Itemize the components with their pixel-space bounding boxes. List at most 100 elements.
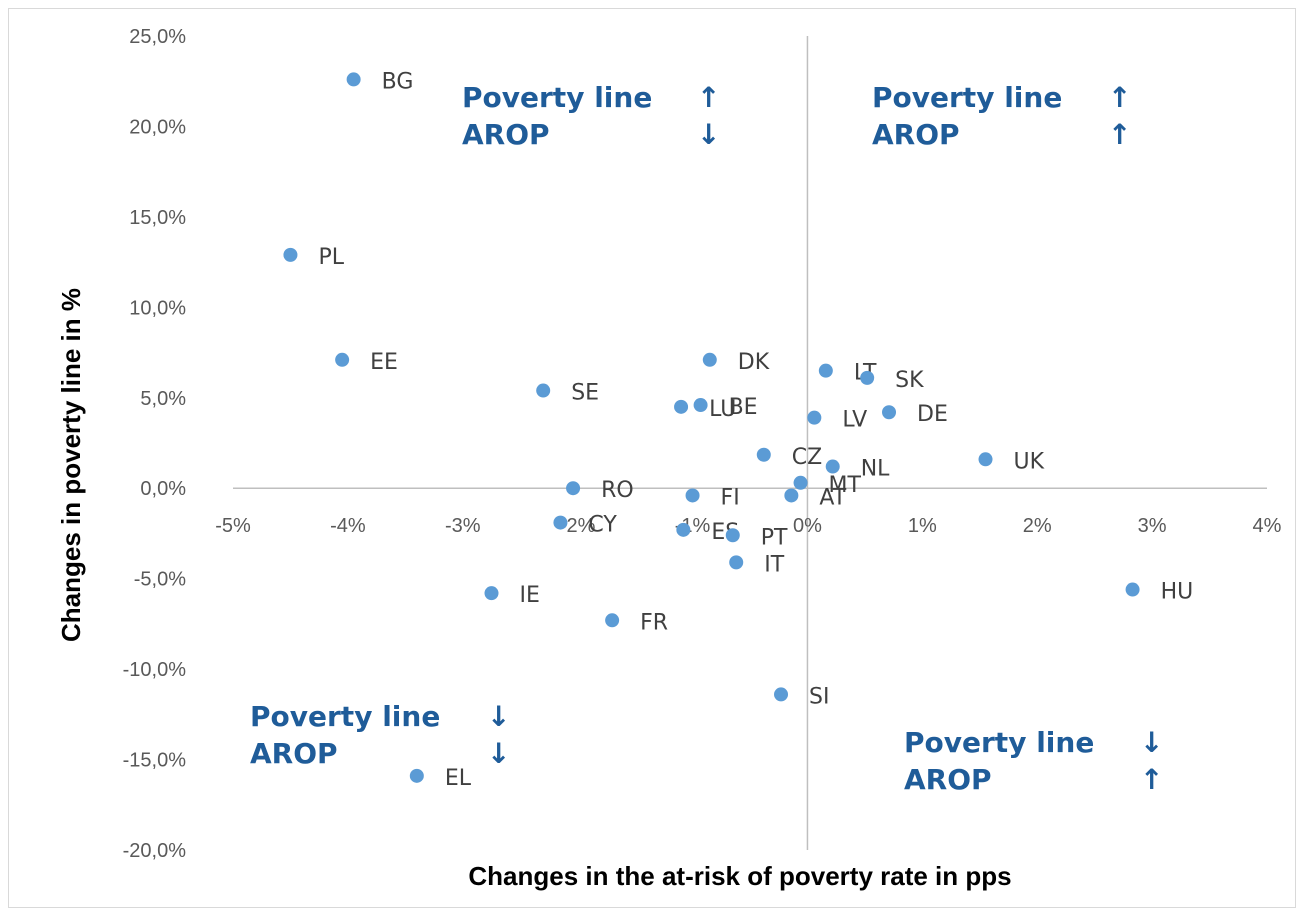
data-point-label: DK (738, 350, 770, 375)
data-point-sk: SK (860, 368, 924, 393)
data-point-label: IE (520, 583, 540, 608)
quadrant-top-left-line2: AROP (462, 118, 550, 151)
quadrant-top-left-arrow1: ↑ (697, 81, 720, 114)
data-point-nl: NL (825, 457, 890, 482)
x-tick-label: -4% (330, 515, 366, 537)
data-point-marker (860, 370, 875, 385)
data-point-marker (335, 352, 350, 367)
quadrant-label-top-right: Poverty line ↑ AROP ↑ (872, 81, 1131, 151)
data-point-cz: CZ (756, 445, 822, 470)
data-point-marker (674, 399, 689, 414)
quadrant-top-left-arrow2: ↓ (697, 118, 720, 151)
x-tick-label: -3% (445, 515, 481, 537)
data-point-fi: FI (685, 485, 740, 510)
quadrant-label-bottom-right: Poverty line ↓ AROP ↑ (904, 726, 1163, 796)
data-point-marker (536, 383, 551, 398)
y-tick-label: 0,0% (140, 478, 186, 500)
quadrant-top-right-arrow1: ↑ (1108, 81, 1131, 114)
y-axis-title: Changes in poverty line in % (56, 288, 86, 642)
data-point-marker (774, 687, 789, 702)
data-point-ie: IE (484, 583, 540, 608)
quadrant-top-left-line1: Poverty line (462, 81, 652, 114)
data-point-label: PT (761, 525, 788, 550)
quadrant-bottom-right-arrow1: ↓ (1140, 726, 1163, 759)
data-point-label: NL (861, 457, 890, 482)
data-point-marker (346, 72, 361, 87)
data-point-marker (729, 555, 744, 570)
data-point-label: SI (809, 684, 829, 709)
data-point-marker (409, 768, 424, 783)
data-point-ee: EE (335, 350, 398, 375)
data-point-label: MT (829, 473, 862, 498)
data-point-label: RO (601, 478, 634, 503)
data-point-at: AT (784, 485, 847, 510)
data-point-marker (818, 363, 833, 378)
data-point-label: SK (895, 368, 924, 393)
axes (233, 36, 1267, 850)
data-point-el: EL (409, 766, 472, 791)
y-tick-label: -5,0% (134, 569, 186, 591)
data-point-lv: LV (807, 408, 867, 433)
data-point-marker (978, 452, 993, 467)
data-point-label: FI (721, 485, 740, 510)
data-point-label: EL (445, 766, 472, 791)
quadrant-bottom-right-arrow2: ↑ (1140, 763, 1163, 796)
data-point-label: BG (382, 69, 414, 94)
data-point-marker (756, 447, 771, 462)
data-point-marker (882, 405, 897, 420)
data-point-pt: PT (725, 525, 788, 550)
x-axis-title: Changes in the at-risk of poverty rate i… (468, 861, 1011, 891)
x-tick-labels: -5% -4% -3% -2% -1% 0% 1% 2% 3% 4% (215, 515, 1281, 537)
quadrant-bottom-left-arrow2: ↓ (487, 737, 510, 770)
data-point-label: LU (709, 397, 736, 422)
x-tick-label: 2% (1023, 515, 1052, 537)
data-point-pl: PL (283, 245, 345, 270)
data-point-lu: LU (674, 397, 736, 422)
data-point-label: IT (764, 552, 784, 577)
data-point-label: HU (1161, 580, 1194, 605)
y-tick-label: 5,0% (140, 388, 186, 410)
data-point-marker (784, 488, 799, 503)
x-tick-label: 1% (908, 515, 937, 537)
data-point-marker (283, 247, 298, 262)
data-point-mt: MT (793, 473, 862, 498)
data-point-it: IT (729, 552, 785, 577)
y-tick-label: -10,0% (123, 659, 187, 681)
quadrant-bottom-right-line1: Poverty line (904, 726, 1094, 759)
data-point-label: UK (1014, 449, 1045, 474)
data-points: BGPLEESEDKLUBELTSKLVDECZNLUKMTATROFICYES… (283, 69, 1194, 791)
data-point-be: BE (693, 395, 758, 420)
quadrant-bottom-right-line2: AROP (904, 763, 992, 796)
data-point-label: CY (588, 513, 617, 538)
quadrant-label-top-left: Poverty line ↑ AROP ↓ (462, 81, 720, 151)
data-point-label: FR (640, 610, 668, 635)
data-point-marker (685, 488, 700, 503)
data-point-fr: FR (605, 610, 668, 635)
data-point-cy: CY (553, 513, 617, 538)
y-tick-labels: 25,0% 20,0% 15,0% 10,0% 5,0% 0,0% -5,0% -10,0% -… (123, 26, 187, 862)
data-point-label: LV (842, 408, 867, 433)
x-tick-label: -2% (560, 515, 596, 537)
data-point-se: SE (536, 381, 599, 406)
quadrant-bottom-left-line1: Poverty line (250, 700, 440, 733)
data-point-de: DE (882, 402, 948, 427)
x-tick-label: 0% (793, 515, 822, 537)
data-point-hu: HU (1125, 580, 1194, 605)
y-tick-label: 15,0% (129, 207, 186, 229)
chart-frame (8, 8, 1296, 908)
quadrant-label-bottom-left: Poverty line ↓ AROP ↓ (250, 700, 510, 770)
quadrant-top-right-line1: Poverty line (872, 81, 1062, 114)
data-point-marker (566, 481, 581, 496)
data-point-label: PL (318, 245, 344, 270)
data-point-marker (676, 522, 691, 537)
data-point-dk: DK (702, 350, 770, 375)
y-tick-label: 25,0% (129, 26, 186, 48)
y-tick-label: -15,0% (123, 750, 187, 772)
y-tick-label: 20,0% (129, 116, 186, 138)
data-point-label: EE (370, 350, 398, 375)
data-point-bg: BG (346, 69, 414, 94)
y-tick-label: 10,0% (129, 297, 186, 319)
data-point-marker (553, 515, 568, 530)
data-point-ro: RO (566, 478, 634, 503)
data-point-marker (484, 586, 499, 601)
